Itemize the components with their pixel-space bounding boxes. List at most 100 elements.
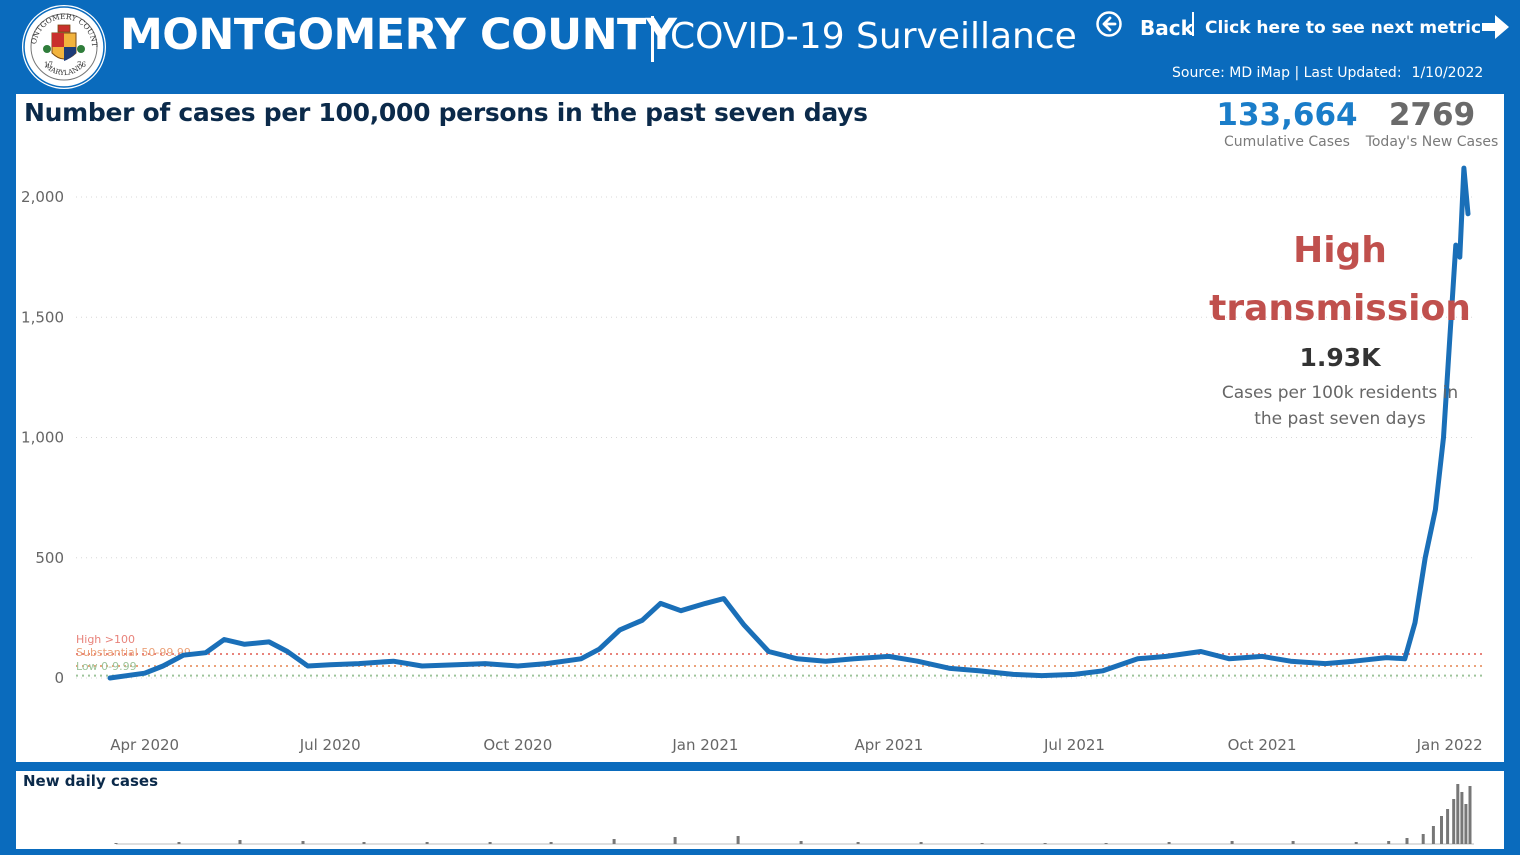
- data-point: [1074, 673, 1075, 675]
- daily-bar: [1456, 784, 1460, 844]
- data-point: [1137, 658, 1139, 660]
- nav-divider: [1192, 12, 1194, 36]
- daily-bar: [362, 842, 366, 844]
- data-point: [1404, 658, 1406, 660]
- x-tick-label: Jul 2020: [299, 736, 361, 754]
- daily-bar: [425, 842, 429, 844]
- source-line: Source: MD iMap | Last Updated: 1/10/2022: [1172, 65, 1483, 81]
- y-tick-label: 1,000: [21, 429, 64, 447]
- data-point: [768, 651, 770, 652]
- y-tick-label: 2,000: [21, 188, 64, 206]
- daily-bar: [1431, 826, 1435, 844]
- daily-bar: [1440, 816, 1443, 844]
- data-point: [517, 665, 519, 667]
- threshold-label: High >100: [76, 633, 135, 646]
- kpi-cumulative-cases: 133,664 Cumulative Cases: [1212, 96, 1362, 150]
- data-point: [109, 677, 111, 679]
- county-title: MONTGOMERY COUNTY: [120, 10, 677, 60]
- data-point: [580, 658, 582, 660]
- daily-bar: [1460, 792, 1464, 844]
- data-point: [358, 663, 360, 665]
- main-chart-panel: 0 500 1,000 1,500 2,000 Apr 2020 Jul 2020 Oct 2…: [16, 94, 1504, 762]
- data-point: [1353, 660, 1355, 662]
- daily-bar: [856, 842, 860, 844]
- daily-bar: [919, 842, 923, 844]
- daily-bar: [177, 842, 181, 844]
- threshold-label: Low 0-9.99: [76, 660, 137, 673]
- y-tick-label: 500: [35, 549, 64, 567]
- x-tick-label: Oct 2020: [483, 736, 552, 754]
- dashboard-title: COVID-19 Surveillance: [670, 16, 1077, 57]
- back-button[interactable]: Back: [1140, 16, 1194, 40]
- x-tick-label: Apr 2021: [854, 736, 923, 754]
- source-label: Source: MD iMap | Last Updated:: [1172, 65, 1402, 81]
- data-point: [545, 663, 547, 665]
- data-point: [456, 664, 458, 666]
- data-point: [743, 624, 745, 626]
- data-point: [1385, 657, 1387, 659]
- daily-bar: [612, 839, 616, 844]
- data-point: [978, 670, 980, 672]
- data-point: [1261, 655, 1263, 657]
- daily-cases-title: New daily cases: [23, 772, 158, 790]
- data-point: [825, 660, 827, 662]
- data-point: [223, 639, 225, 640]
- arrow-right-icon[interactable]: [1478, 10, 1512, 44]
- data-point: [1459, 256, 1461, 258]
- data-point: [1463, 167, 1465, 169]
- data-point: [205, 652, 207, 654]
- daily-bar: [1387, 841, 1391, 844]
- data-point: [1041, 675, 1043, 677]
- kpi-cumulative-value: 133,664: [1216, 97, 1358, 133]
- data-point: [704, 602, 706, 604]
- x-tick-label: Jan 2021: [671, 736, 738, 754]
- transmission-level: High transmission: [1209, 230, 1471, 329]
- daily-bar: [1167, 842, 1171, 844]
- data-point: [1290, 660, 1292, 662]
- data-point: [244, 643, 246, 645]
- data-point: [1455, 244, 1457, 246]
- data-point: [144, 672, 146, 674]
- x-tick-label: Apr 2020: [110, 736, 179, 754]
- data-point: [641, 619, 643, 621]
- daily-bar: [488, 842, 492, 844]
- daily-bar: [238, 840, 242, 844]
- data-point: [286, 651, 288, 652]
- data-point: [619, 629, 621, 631]
- data-point: [1102, 670, 1104, 672]
- data-point: [1449, 340, 1451, 342]
- county-seal: MONTGOMERY COUNTY MARYLAND 17 76: [22, 5, 106, 89]
- daily-bar: [673, 837, 677, 844]
- arrow-left-circle-icon[interactable]: [1095, 10, 1123, 38]
- daily-bar: [980, 843, 984, 844]
- data-point: [796, 658, 798, 660]
- data-point: [307, 665, 309, 667]
- daily-bar: [799, 841, 803, 844]
- header: MONTGOMERY COUNTY MARYLAND 17 76 MONTGOM…: [0, 0, 1520, 93]
- next-metric-button[interactable]: Click here to see next metric: [1205, 18, 1482, 38]
- data-point: [268, 641, 270, 643]
- data-point: [1434, 509, 1436, 511]
- data-point: [1200, 651, 1202, 652]
- county-seal-graphic: MONTGOMERY COUNTY MARYLAND 17 76: [22, 5, 105, 88]
- y-tick-label: 0: [54, 669, 64, 687]
- daily-cases-chart: [114, 784, 1474, 845]
- daily-bar: [1421, 834, 1425, 844]
- data-point: [1324, 663, 1326, 665]
- daily-bar: [549, 842, 553, 844]
- data-point: [917, 660, 918, 662]
- seal-year-right: 76: [77, 61, 86, 69]
- kpi-today-value: 2769: [1388, 97, 1476, 133]
- data-point: [421, 665, 423, 667]
- daily-bar: [1230, 841, 1234, 844]
- data-point: [1414, 622, 1416, 624]
- last-updated-date: 1/10/2022: [1411, 65, 1484, 81]
- data-point: [1012, 673, 1014, 675]
- daily-bar: [1354, 842, 1358, 844]
- kpi-cumulative-label: Cumulative Cases: [1224, 134, 1350, 150]
- data-point: [888, 655, 890, 657]
- threshold-label: Substantial 50-99.99: [76, 646, 191, 659]
- data-point: [484, 663, 486, 665]
- daily-bar: [1446, 809, 1450, 844]
- daily-bar: [1043, 843, 1047, 844]
